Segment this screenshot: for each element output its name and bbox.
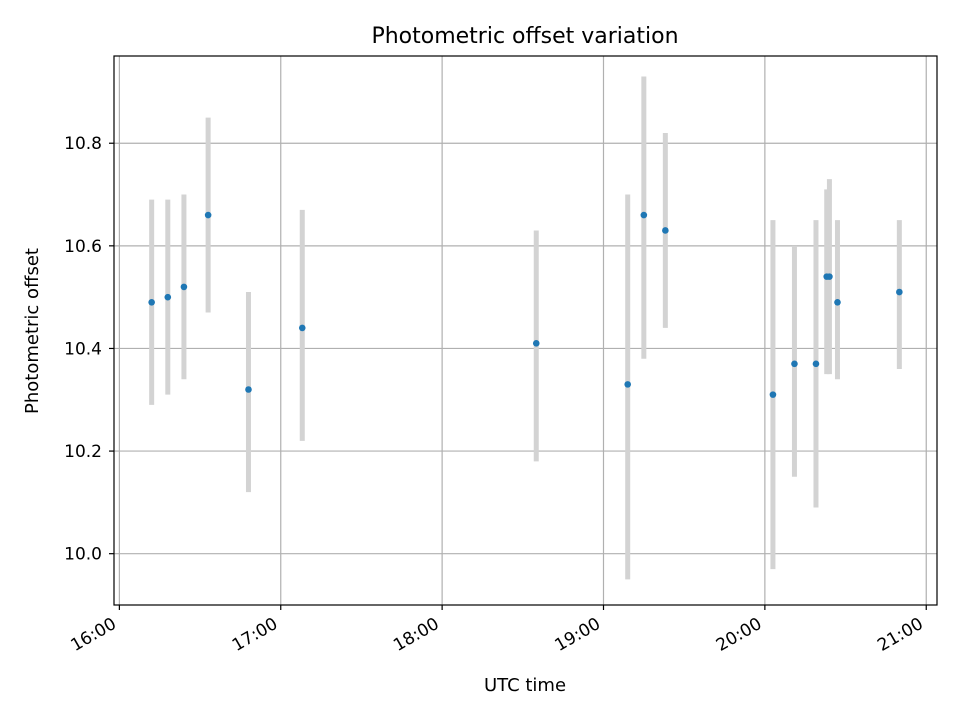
data-point: [148, 298, 155, 306]
y-tick-label: 10.4: [64, 339, 102, 359]
data-point: [834, 298, 841, 306]
chart-title: Photometric offset variation: [371, 24, 678, 49]
data-points: [148, 211, 903, 398]
y-tick-label: 10.2: [64, 442, 102, 462]
data-point: [164, 293, 172, 301]
x-tick-label: 20:00: [713, 614, 765, 656]
data-point: [624, 381, 632, 388]
x-tick-label: 18:00: [390, 614, 442, 656]
grid: [114, 56, 937, 605]
plot-frame: [113, 55, 938, 606]
data-point: [791, 360, 798, 368]
data-point: [812, 360, 820, 368]
data-point: [532, 340, 540, 347]
x-axis-ticks: 16:00 17:00 18:00 19:00 20:00 21:00: [67, 605, 927, 656]
x-tick-label: 17:00: [229, 614, 281, 656]
y-tick-label: 10.6: [64, 237, 102, 257]
y-axis-ticks: 10.0 10.2 10.4 10.6 10.8: [64, 134, 114, 565]
y-axis-label: Photometric offset: [22, 248, 43, 414]
x-tick-label: 16:00: [67, 614, 119, 656]
y-tick-label: 10.8: [64, 134, 102, 154]
data-point: [826, 273, 833, 280]
data-point: [204, 211, 212, 219]
data-point: [769, 391, 777, 398]
y-tick-label: 10.0: [64, 545, 102, 565]
data-point: [640, 211, 648, 219]
x-tick-label: 21:00: [874, 614, 926, 656]
x-axis-label: UTC time: [484, 675, 566, 696]
data-point: [896, 288, 903, 296]
error-bars: [149, 76, 902, 580]
x-tick-label: 19:00: [552, 614, 604, 656]
data-point: [180, 283, 188, 291]
data-point: [245, 386, 252, 393]
data-point: [298, 324, 306, 332]
data-point: [662, 227, 669, 234]
